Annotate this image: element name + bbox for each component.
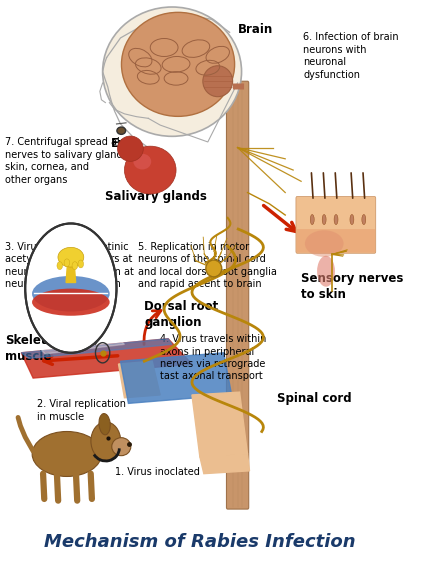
FancyBboxPatch shape bbox=[296, 197, 376, 253]
Ellipse shape bbox=[322, 215, 326, 225]
Text: Skeletal
muscle: Skeletal muscle bbox=[5, 334, 59, 363]
Circle shape bbox=[78, 260, 84, 268]
Ellipse shape bbox=[117, 136, 143, 162]
Text: Brain: Brain bbox=[238, 23, 273, 36]
Polygon shape bbox=[41, 340, 124, 354]
FancyBboxPatch shape bbox=[296, 229, 375, 253]
Ellipse shape bbox=[99, 414, 110, 435]
Ellipse shape bbox=[91, 422, 121, 460]
Polygon shape bbox=[66, 261, 76, 282]
Text: 1. Virus inoclated: 1. Virus inoclated bbox=[114, 467, 200, 477]
Ellipse shape bbox=[58, 247, 84, 267]
Text: Salivary glands: Salivary glands bbox=[105, 190, 206, 203]
Circle shape bbox=[25, 224, 116, 353]
Ellipse shape bbox=[305, 230, 344, 257]
Polygon shape bbox=[119, 361, 160, 398]
Ellipse shape bbox=[124, 146, 176, 194]
Text: 4. Virus travels within
axons in peripheral
nerves via retrograde
tast axonal tr: 4. Virus travels within axons in periphe… bbox=[160, 334, 267, 381]
Circle shape bbox=[64, 259, 70, 267]
Text: Dorsal root
ganglion: Dorsal root ganglion bbox=[144, 301, 219, 329]
Polygon shape bbox=[121, 353, 232, 403]
Text: Eye: Eye bbox=[111, 137, 134, 150]
Text: 2. Viral replication
in muscle: 2. Viral replication in muscle bbox=[37, 399, 126, 422]
Text: Spinal cord: Spinal cord bbox=[277, 392, 352, 405]
Text: 7. Centrifugal spread along
nerves to salivary glands,
skin, cornea, and
other o: 7. Centrifugal spread along nerves to sa… bbox=[5, 137, 138, 185]
Ellipse shape bbox=[350, 215, 354, 225]
Text: Sensory nerves
to skin: Sensory nerves to skin bbox=[301, 272, 403, 301]
Polygon shape bbox=[200, 454, 249, 473]
Ellipse shape bbox=[334, 215, 338, 225]
FancyBboxPatch shape bbox=[227, 81, 249, 509]
Ellipse shape bbox=[32, 432, 102, 476]
Ellipse shape bbox=[32, 276, 110, 311]
Ellipse shape bbox=[317, 256, 335, 286]
Text: 6. Infection of brain
neurons with
neuronal
dysfunction: 6. Infection of brain neurons with neuro… bbox=[303, 32, 399, 80]
Ellipse shape bbox=[103, 7, 241, 136]
Polygon shape bbox=[192, 392, 248, 457]
Ellipse shape bbox=[133, 154, 151, 170]
Ellipse shape bbox=[310, 215, 314, 225]
Text: Mechanism of Rabies Infection: Mechanism of Rabies Infection bbox=[44, 533, 356, 551]
Text: 5. Replication in motor
neurons of the spinal cord
and local dorsal root ganglia: 5. Replication in motor neurons of the s… bbox=[138, 242, 277, 289]
Ellipse shape bbox=[32, 289, 110, 316]
Text: 3. Virus binds to bicotinic
acetylcholine receptors at
neuromuscular junction at: 3. Virus binds to bicotinic acetylcholin… bbox=[5, 242, 134, 289]
Ellipse shape bbox=[362, 215, 366, 225]
Polygon shape bbox=[21, 339, 172, 358]
Ellipse shape bbox=[112, 438, 131, 455]
Ellipse shape bbox=[206, 260, 222, 277]
Circle shape bbox=[57, 262, 62, 270]
Ellipse shape bbox=[122, 12, 235, 116]
Ellipse shape bbox=[203, 66, 233, 97]
Circle shape bbox=[72, 262, 78, 270]
Ellipse shape bbox=[117, 127, 126, 134]
Polygon shape bbox=[21, 339, 192, 378]
